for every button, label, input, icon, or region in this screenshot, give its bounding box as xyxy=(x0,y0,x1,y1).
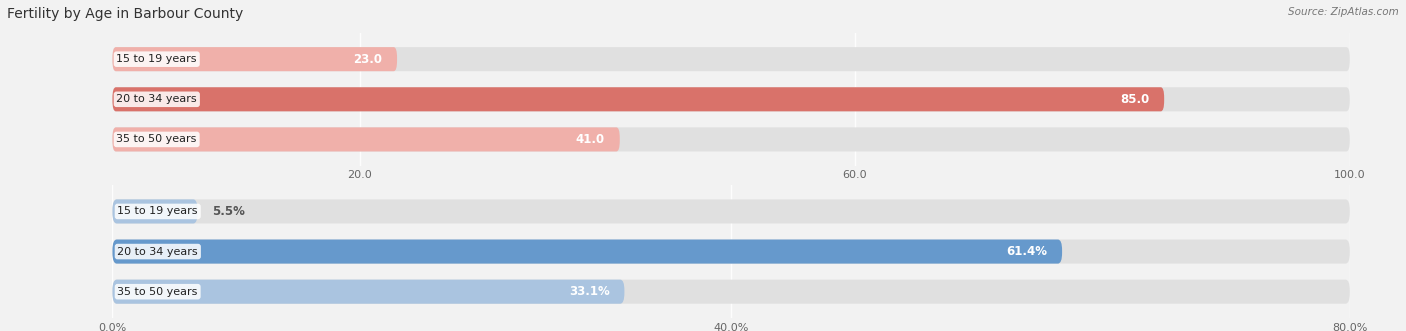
FancyBboxPatch shape xyxy=(112,199,1350,223)
Text: 33.1%: 33.1% xyxy=(569,285,610,298)
FancyBboxPatch shape xyxy=(112,127,620,152)
FancyBboxPatch shape xyxy=(112,127,1350,152)
FancyBboxPatch shape xyxy=(112,280,1350,304)
FancyBboxPatch shape xyxy=(112,240,1062,263)
Text: 85.0: 85.0 xyxy=(1121,93,1149,106)
FancyBboxPatch shape xyxy=(112,87,1164,111)
Text: 15 to 19 years: 15 to 19 years xyxy=(118,207,198,216)
Text: 20 to 34 years: 20 to 34 years xyxy=(117,94,197,104)
FancyBboxPatch shape xyxy=(112,240,1350,263)
FancyBboxPatch shape xyxy=(112,47,1350,71)
Text: Source: ZipAtlas.com: Source: ZipAtlas.com xyxy=(1288,7,1399,17)
Text: 61.4%: 61.4% xyxy=(1007,245,1047,258)
FancyBboxPatch shape xyxy=(112,47,396,71)
Text: 15 to 19 years: 15 to 19 years xyxy=(117,54,197,64)
Text: 35 to 50 years: 35 to 50 years xyxy=(117,134,197,144)
FancyBboxPatch shape xyxy=(112,280,624,304)
Text: Fertility by Age in Barbour County: Fertility by Age in Barbour County xyxy=(7,7,243,21)
FancyBboxPatch shape xyxy=(112,87,1350,111)
Text: 23.0: 23.0 xyxy=(353,53,382,66)
Text: 5.5%: 5.5% xyxy=(212,205,245,218)
Text: 41.0: 41.0 xyxy=(576,133,605,146)
Text: 35 to 50 years: 35 to 50 years xyxy=(118,287,198,297)
Text: 20 to 34 years: 20 to 34 years xyxy=(118,247,198,257)
FancyBboxPatch shape xyxy=(112,199,197,223)
